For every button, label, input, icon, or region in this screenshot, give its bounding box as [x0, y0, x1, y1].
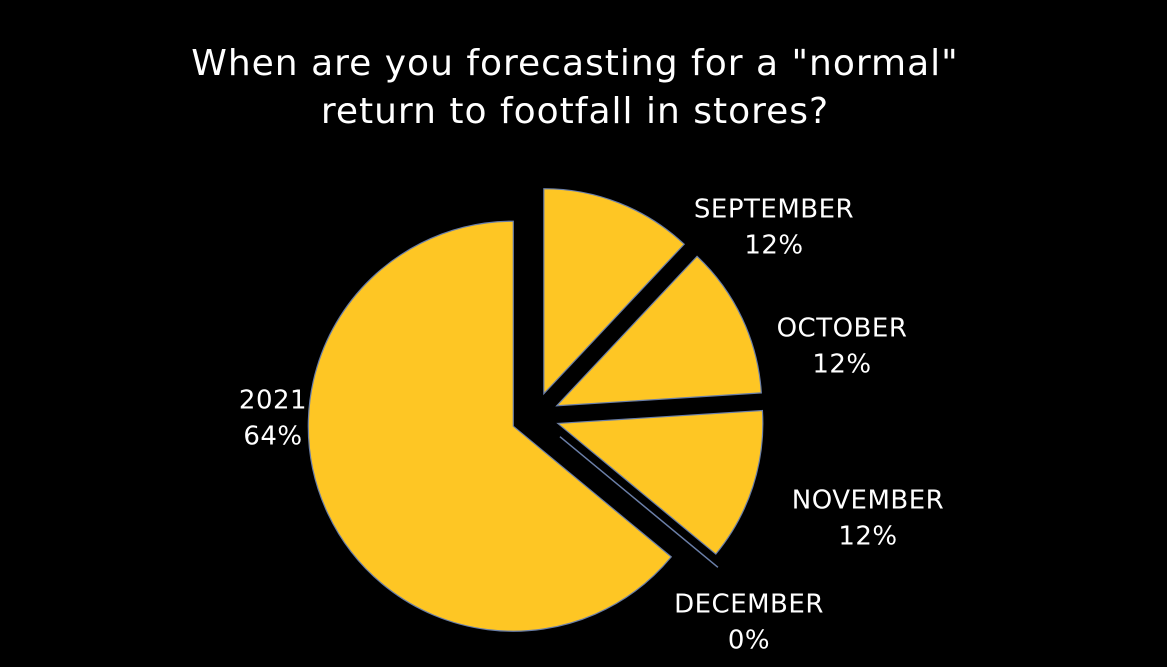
pie-slice-september [543, 188, 686, 396]
pie-slice-november [556, 409, 764, 555]
slice-label-december: DECEMBER [674, 590, 824, 620]
slice-label-2021: 2021 [239, 386, 307, 416]
chart-title: When are you forecasting for a "normal" … [0, 40, 1150, 136]
slice-value-label-december: 0% [728, 626, 770, 656]
slice-value-label-2021: 64% [243, 422, 302, 452]
slice-value-label-october: 12% [812, 350, 871, 380]
chart-title-line-2: return to footfall in stores? [320, 91, 830, 132]
slice-value-label-september: 12% [744, 231, 803, 261]
slice-label-october: OCTOBER [777, 314, 908, 344]
pie-slice-october [555, 255, 762, 407]
pie-slice-december [559, 436, 719, 568]
slice-label-september: SEPTEMBER [694, 195, 854, 225]
slice-label-november: NOVEMBER [792, 486, 944, 516]
chart-title-line-1: When are you forecasting for a "normal" [191, 43, 959, 84]
slice-value-label-november: 12% [838, 522, 897, 552]
pie-slice-2021 [307, 220, 673, 632]
